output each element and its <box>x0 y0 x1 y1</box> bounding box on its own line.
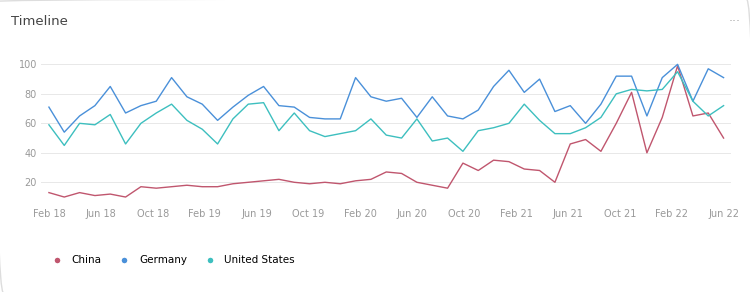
Text: ···: ··· <box>729 15 741 28</box>
Text: Timeline: Timeline <box>11 15 68 28</box>
Legend: China, Germany, United States: China, Germany, United States <box>46 255 295 265</box>
